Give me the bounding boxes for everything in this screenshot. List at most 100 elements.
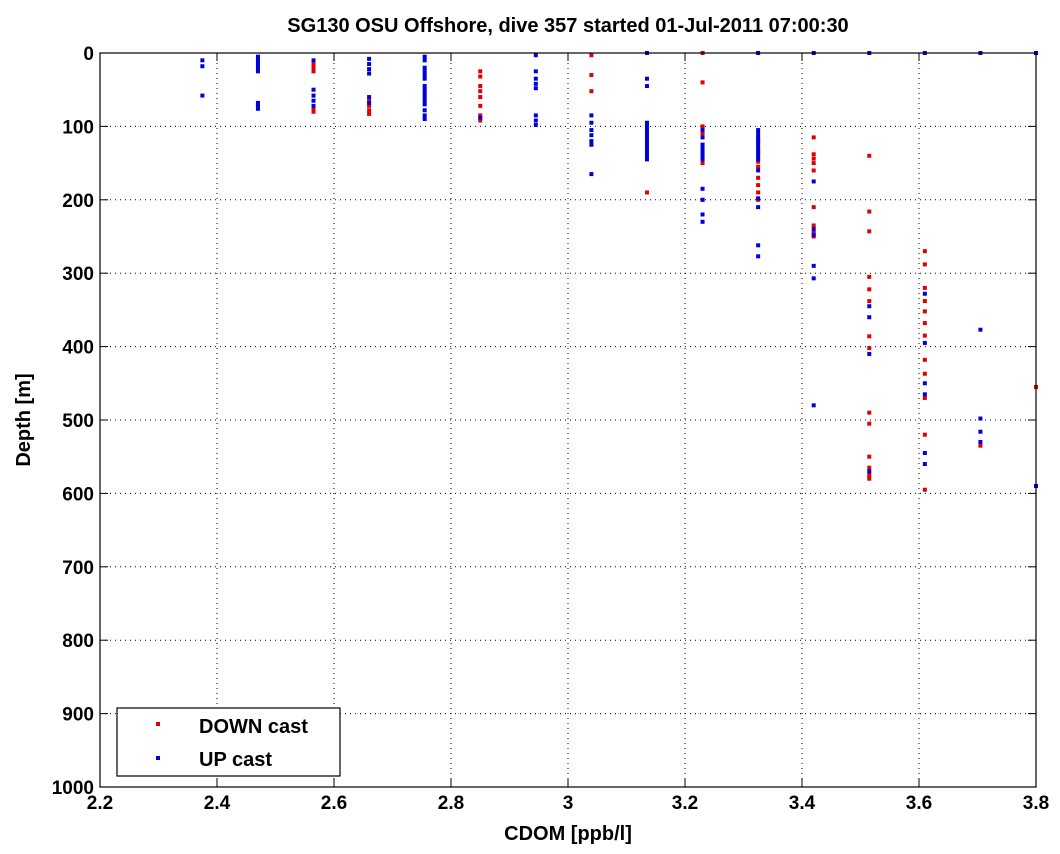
data-point [867, 476, 872, 481]
data-point [533, 118, 538, 123]
y-tick-label: 300 [62, 264, 94, 285]
data-point [367, 98, 372, 103]
data-point [867, 209, 872, 214]
data-point [422, 54, 427, 59]
data-point [811, 161, 816, 166]
y-tick-label: 100 [62, 117, 94, 138]
data-point [756, 243, 761, 248]
data-point [255, 69, 260, 74]
data-point [422, 102, 427, 107]
data-point [700, 131, 705, 136]
data-point [644, 139, 649, 144]
data-point [867, 421, 872, 426]
y-tick-label: 200 [62, 191, 94, 212]
data-point [422, 84, 427, 89]
data-point [367, 62, 372, 67]
data-point [867, 153, 872, 158]
data-point [644, 135, 649, 140]
data-point [756, 139, 761, 144]
data-point [922, 285, 927, 290]
data-point [589, 53, 594, 58]
data-point [478, 118, 483, 123]
x-tick-label: 3 [563, 793, 574, 814]
x-tick-label: 3.6 [906, 793, 932, 814]
data-point [478, 84, 483, 89]
data-point [922, 357, 927, 362]
y-tick-label: 1000 [52, 778, 94, 799]
data-point [922, 487, 927, 492]
data-point [867, 469, 872, 474]
data-point [255, 103, 260, 108]
data-point [589, 120, 594, 125]
x-axis-label: CDOM [ppb/l] [504, 823, 632, 845]
y-tick-label: 0 [83, 44, 94, 65]
data-point [589, 139, 594, 144]
data-point [200, 58, 205, 63]
data-point [811, 179, 816, 184]
data-point [589, 73, 594, 78]
data-point [700, 80, 705, 85]
data-point [644, 84, 649, 89]
data-point [811, 223, 816, 228]
data-point [644, 153, 649, 158]
data-point [700, 128, 705, 133]
data-point [255, 54, 260, 59]
data-point [978, 443, 983, 448]
data-point [922, 299, 927, 304]
data-point [978, 429, 983, 434]
data-point [922, 395, 927, 400]
data-point [922, 392, 927, 397]
data-point [478, 89, 483, 94]
data-point [311, 106, 316, 111]
data-point [922, 340, 927, 345]
data-point [533, 69, 538, 74]
legend-marker-up-cast [156, 756, 160, 760]
data-point [756, 164, 761, 169]
data-point [478, 69, 483, 74]
data-point [922, 432, 927, 437]
data-point [867, 304, 872, 309]
data-point [644, 131, 649, 136]
data-point [756, 135, 761, 140]
data-point [200, 93, 205, 98]
data-point [533, 86, 538, 91]
y-axis-label: Depth [m] [13, 373, 35, 466]
data-point [644, 120, 649, 125]
legend-label-down-cast: DOWN cast [199, 716, 308, 738]
legend-label-up-cast: UP cast [199, 749, 272, 771]
data-point [367, 67, 372, 72]
data-point [756, 205, 761, 210]
data-point [644, 190, 649, 195]
data-point [756, 153, 761, 158]
data-point [978, 416, 983, 421]
x-tick-label: 2.2 [87, 793, 113, 814]
data-point [367, 71, 372, 76]
data-point [922, 371, 927, 376]
x-tick-label: 3.2 [672, 793, 698, 814]
data-point [644, 76, 649, 81]
data-point [700, 219, 705, 224]
data-point [478, 95, 483, 100]
data-point [978, 327, 983, 332]
data-point [478, 115, 483, 120]
data-point [811, 403, 816, 408]
data-point [811, 276, 816, 281]
data-point [811, 263, 816, 268]
data-point [533, 76, 538, 81]
data-point [422, 76, 427, 81]
data-point [922, 451, 927, 456]
data-point [589, 89, 594, 94]
data-point [255, 100, 260, 105]
data-point [700, 153, 705, 158]
data-point [756, 183, 761, 188]
data-point [422, 108, 427, 113]
data-point [922, 309, 927, 314]
x-tick-label: 2.4 [204, 793, 231, 814]
data-point [311, 87, 316, 92]
legend-marker-down-cast [156, 722, 160, 726]
data-point [367, 56, 372, 61]
data-point [922, 321, 927, 326]
data-point [644, 142, 649, 147]
data-point [756, 150, 761, 155]
data-point [311, 58, 316, 63]
